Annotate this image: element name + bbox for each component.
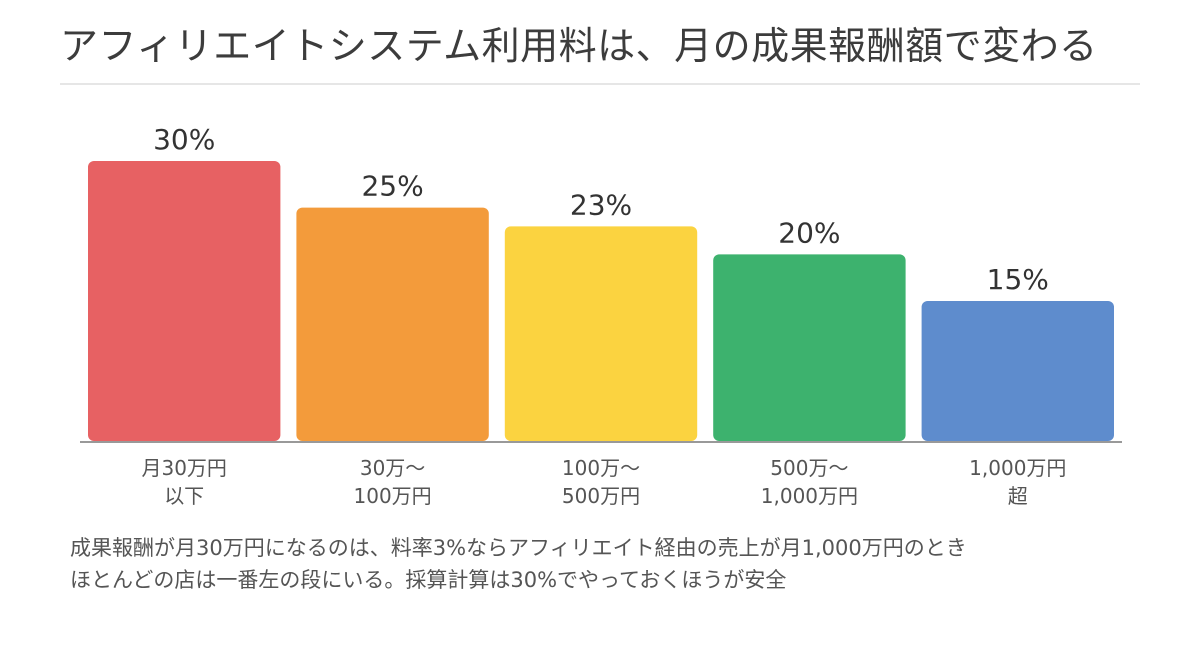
caption-line-2: ほとんどの店は一番左の段にいる。採算計算は30%でやっておくほうが安全 — [70, 568, 787, 592]
value-label-4: 20% — [778, 216, 840, 249]
category-label-2-line-1: 30万〜 — [360, 456, 425, 480]
category-label-5-line-2: 超 — [1008, 484, 1028, 508]
value-label-5: 15% — [987, 263, 1049, 296]
category-label-3-line-2: 500万円 — [562, 484, 640, 508]
chart-caption: 成果報酬が月30万円になるのは、料率3%ならアフィリエイト経由の売上が月1,00… — [70, 532, 1150, 596]
value-label-1: 30% — [153, 123, 215, 156]
bars-group — [88, 161, 1114, 441]
category-label-2-line-2: 100万円 — [354, 484, 432, 508]
bar-4 — [713, 254, 906, 441]
category-label-5-line-1: 1,000万円 — [969, 456, 1066, 480]
category-label-1-line-1: 月30万円 — [141, 456, 226, 480]
bar-3 — [504, 226, 698, 441]
bar-5 — [921, 301, 1114, 441]
bar-1 — [88, 161, 281, 441]
value-label-2: 25% — [361, 170, 423, 203]
value-label-3: 23% — [570, 188, 632, 221]
category-label-4-line-2: 1,000万円 — [761, 484, 858, 508]
bar-2 — [296, 207, 489, 441]
caption-line-1: 成果報酬が月30万円になるのは、料率3%ならアフィリエイト経由の売上が月1,00… — [70, 536, 967, 560]
category-label-3-line-1: 100万〜 — [562, 456, 640, 480]
title-divider — [60, 83, 1140, 85]
chart-title: アフィリエイトシステム利用料は、月の成果報酬額で変わる — [60, 24, 1098, 68]
category-label-4-line-1: 500万〜 — [770, 456, 848, 480]
category-label-1-line-2: 以下 — [164, 484, 204, 508]
